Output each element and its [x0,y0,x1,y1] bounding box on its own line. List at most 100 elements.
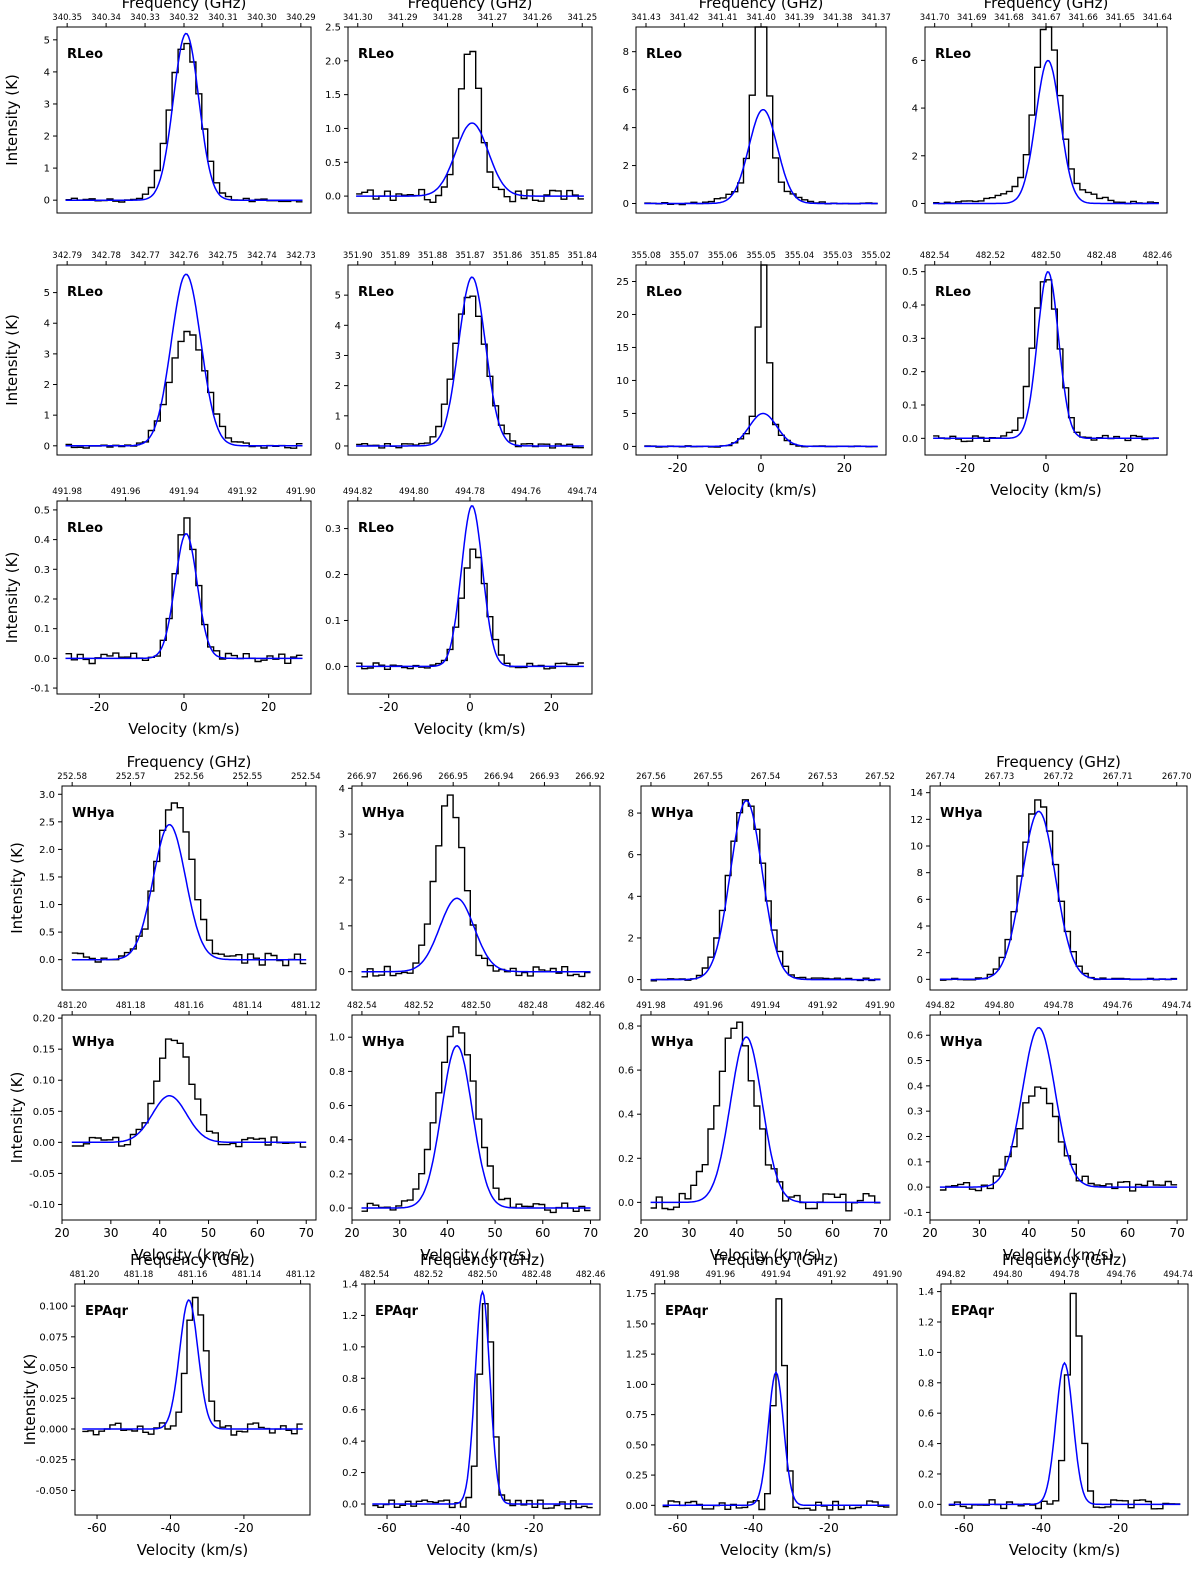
y-tick-label: 1.2 [342,1311,358,1322]
freq-tick-label: 252.54 [291,772,321,782]
freq-tick-label: 355.04 [784,251,814,261]
source-label: EPAqr [951,1304,995,1319]
y-tick-label: 1.0 [342,1342,358,1353]
y-tick-label: -0.050 [36,1486,68,1497]
freq-tick-label: 342.76 [169,251,199,261]
panel-4: 0 2 4 6 341.70 341.69 341.68 341.67 341.66 341.65… [912,0,1172,214]
y-tick-label: 1.25 [626,1350,648,1361]
y-tick-label: 4 [912,104,918,115]
y-tick-label: 0.000 [39,1424,68,1435]
y-tick-label: 0.8 [618,1022,634,1033]
freq-tick-label: 481.18 [116,1001,146,1011]
freq-tick-label: 481.18 [124,1270,154,1280]
freq-tick-label: 266.93 [530,772,560,782]
y-tick-label: 3 [44,349,50,360]
y-tick-label: 3.0 [39,790,55,801]
panel-5: 0 1 2 3 4 5 342.79 342.78 342.77 342.76 342.75 342.… [3,251,316,456]
y-tick-label: 0.1 [902,401,918,412]
y-tick-label: 4 [44,67,50,78]
x-tick-label: 70 [583,1226,598,1240]
y-tick-label: 4 [335,321,341,332]
y-tick-label: 0.25 [626,1471,648,1482]
freq-tick-label: 481.20 [70,1270,100,1280]
y-tick-label: 0.00 [33,1138,55,1149]
freq-tick-label: 340.33 [130,13,160,23]
source-label: EPAqr [665,1304,709,1319]
x-tick-label: 20 [344,1226,359,1240]
velocity-axis-label: Velocity (km/s) [128,720,239,738]
y-tick-label: 1.5 [325,90,341,101]
freq-tick-label: 266.95 [438,772,468,782]
freq-tick-label: 351.85 [530,251,560,261]
y-tick-label: 20 [616,310,629,321]
y-tick-label: 0.075 [39,1332,68,1343]
y-tick-label: 2 [628,933,634,944]
intensity-axis-label: Intensity (K) [3,74,21,166]
freq-tick-label: 355.06 [708,251,738,261]
observed-spectrum [71,802,307,967]
observed-spectrum [948,1292,1181,1510]
y-tick-label: 5 [44,288,50,299]
y-tick-label: 0.5 [907,1056,923,1067]
freq-tick-label: 252.57 [116,772,146,782]
freq-tick-label: 351.90 [343,251,373,261]
freq-tick-label: 341.25 [567,13,597,23]
gaussian-fit [644,412,878,448]
observed-spectrum [933,26,1159,205]
y-tick-label: 1.2 [918,1317,934,1328]
freq-tick-label: 481.16 [174,1001,204,1011]
freq-tick-label: 341.37 [861,13,891,23]
x-tick-label: 40 [152,1226,167,1240]
gaussian-fit [356,122,584,197]
y-tick-label: 5 [44,35,50,46]
velocity-axis-label: Velocity (km/s) [1009,1541,1120,1559]
freq-tick-label: 266.94 [484,772,514,782]
y-tick-label: 0.8 [329,1067,345,1078]
x-tick-label: 20 [54,1226,69,1240]
freq-tick-label: 340.32 [169,13,199,23]
gaussian-fit [933,271,1159,440]
freq-tick-label: 491.90 [872,1270,902,1280]
x-tick-label: 20 [1119,461,1134,475]
freq-tick-label: 491.98 [650,1270,680,1280]
velocity-axis-label: Velocity (km/s) [710,1246,821,1264]
y-tick-label: 0.8 [342,1374,358,1385]
y-tick-label: 5 [335,291,341,302]
observed-spectrum [65,42,303,203]
panel-6: 0 1 2 3 4 5 351.90 351.89 351.88 351.87 351.86 351.… [335,251,597,456]
y-tick-label: -0.05 [29,1169,55,1180]
freq-tick-label: 267.53 [808,772,838,782]
x-tick-label: 50 [487,1226,502,1240]
panel-8: 0.0 0.1 0.2 0.3 0.4 0.5 -20 0 20 482.54 482.52 482.… [902,251,1172,499]
freq-tick-label: 481.14 [233,1001,263,1011]
freq-tick-label: 341.68 [994,13,1024,23]
y-tick-label: 0.2 [342,1468,358,1479]
gaussian-fit [650,1036,881,1204]
y-tick-label: 0.0 [902,434,918,445]
freq-tick-label: 482.48 [518,1001,548,1011]
freq-tick-label: 351.86 [493,251,523,261]
freq-tick-label: 494.76 [511,487,541,497]
gaussian-fit [71,823,307,961]
x-tick-label: -20 [234,1521,254,1535]
y-tick-label: 0 [44,196,50,207]
source-label: WHya [362,1035,404,1050]
y-tick-label: 0 [44,441,50,452]
y-tick-label: 2 [44,132,50,143]
freq-tick-label: 341.29 [388,13,418,23]
y-tick-label: 2.5 [39,817,55,828]
frequency-axis-title: Frequency (GHz) [714,1251,839,1269]
panel-9: -0.1 0.0 0.1 0.2 0.3 0.4 0.5 -20 0 20 491.98 491.96… [3,487,316,738]
freq-tick-label: 341.70 [920,13,950,23]
freq-tick-label: 341.41 [708,13,738,23]
y-tick-label: 8 [623,47,629,58]
y-tick-label: 1 [335,411,341,422]
freq-tick-label: 351.88 [418,251,448,261]
source-label: WHya [362,806,404,821]
freq-tick-label: 267.70 [1162,772,1192,782]
y-tick-label: 0.050 [39,1363,68,1374]
y-tick-label: 0.1 [907,1157,923,1168]
freq-tick-label: 351.87 [455,251,485,261]
freq-tick-label: 351.89 [380,251,410,261]
freq-tick-label: 341.28 [433,13,463,23]
